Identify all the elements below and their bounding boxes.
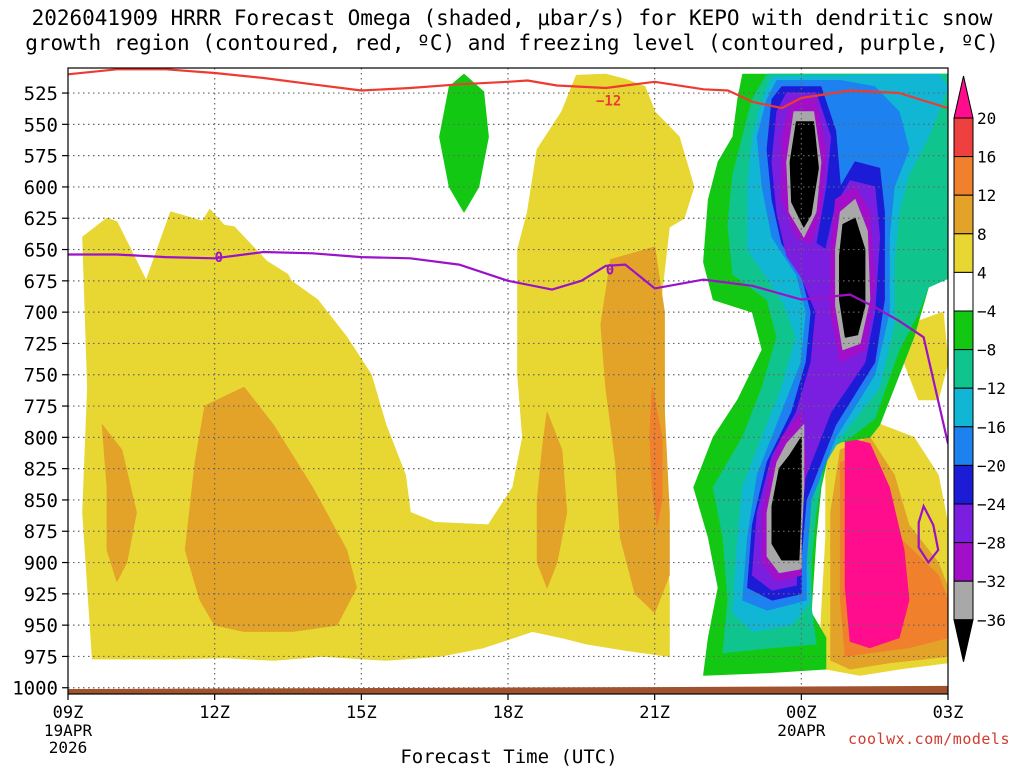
y-tick-label-950: 950 [24,615,58,637]
colorbar-arrow-bottom [953,619,974,662]
colorbar-segment-7 [953,349,974,389]
colorbar-arrow-top [953,75,974,119]
freezing-level-label-2: 0 [606,263,614,279]
y-tick-label-750: 750 [24,365,58,387]
colorbar-label-10: −24 [977,495,1006,514]
omega-region-3 [184,386,357,632]
colorbar-label-3: 8 [977,225,987,244]
y-tick-label-700: 700 [24,302,58,324]
x-axis-label: Forecast Time (UTC) [400,746,617,768]
colorbar-label-5: −4 [977,302,996,321]
credit-text: coolwx.com/models [847,730,1010,748]
y-tick-label-875: 875 [24,521,58,543]
freezing-level-line [68,250,948,444]
colorbar-segment-5 [953,271,974,312]
y-tick-label-900: 900 [24,553,58,575]
colorbar-segment-4 [953,233,974,273]
chart-title-line-1: 2026041909 HRRR Forecast Omega (shaded, … [31,6,993,30]
colorbar-segment-9 [953,426,974,466]
y-tick-label-925: 925 [24,584,58,606]
colorbar-label-11: −28 [977,534,1006,553]
x-tick-label-00Z: 00Z [786,703,817,723]
freezing-level-label-1: 0 [215,250,223,266]
colorbar-segment-3 [953,194,974,235]
y-tick-label-800: 800 [24,427,58,449]
y-tick-label-675: 675 [24,271,58,293]
omega-region-25 [789,121,819,228]
colorbar-label-1: 16 [977,148,996,167]
omega-region-26 [839,217,866,338]
colorbar-label-6: −8 [977,341,996,360]
colorbar-label-0: 20 [977,109,996,128]
x-tick-year-09Z: 2026 [49,738,88,757]
colorbar-label-12: −32 [977,572,1006,591]
ground-layer [68,685,948,694]
x-tick-label-18Z: 18Z [493,703,524,723]
omega-region-5 [536,411,568,589]
colorbar-legend: 20 16 12 8 4 −4 −8 −12 −16 −20 −24 −28 −32 −36 [953,75,1006,662]
chart-title-line-2: growth region (contoured, red, ºC) and f… [25,31,999,55]
dgz-contour-line [68,68,948,110]
omega-region-27 [771,436,802,561]
colorbar-label-4: 4 [977,263,987,282]
x-tick-date-09Z: 19APR [44,721,93,740]
y-tick-label-725: 725 [24,333,58,355]
plot-area: −12 0 0 [67,67,949,695]
colorbar-label-2: 12 [977,186,996,205]
y-tick-label-525: 525 [24,83,58,105]
colorbar-segment-6 [953,310,974,351]
omega-shading-layer [82,73,948,676]
colorbar-segment-13 [953,580,974,621]
x-tick-label-15Z: 15Z [346,703,377,723]
y-tick-label-825: 825 [24,459,58,481]
colorbar-label-8: −16 [977,418,1006,437]
x-tick-label-12Z: 12Z [199,703,230,723]
omega-region-2 [101,424,137,582]
colorbar-segment-12 [953,542,974,582]
colorbar-label-9: −20 [977,456,1006,475]
y-tick-label-600: 600 [24,177,58,199]
omega-region-6 [649,386,663,526]
y-tick-label-575: 575 [24,146,58,168]
contour-layer: −12 0 0 [68,68,948,565]
y-axis: 525 550 575 600 625 650 675 700 725 750 775 800 825 8… [12,83,68,700]
chart-title: 2026041909 HRRR Forecast Omega (shaded, … [0,6,1024,56]
x-tick-label-09Z: 09Z [53,703,84,723]
colorbar-segment-10 [953,464,974,505]
x-tick-label-21Z: 21Z [639,703,670,723]
colorbar-segment-8 [953,387,974,428]
y-tick-label-625: 625 [24,208,58,230]
y-tick-label-550: 550 [24,114,58,136]
omega-region-10 [844,436,910,649]
y-tick-label-650: 650 [24,240,58,262]
colorbar-label-13: −36 [977,611,1006,630]
x-tick-date-00Z: 20APR [777,721,826,740]
y-tick-label-775: 775 [24,396,58,418]
dgz-contour-label: −12 [596,94,621,110]
x-tick-label-03Z: 03Z [933,703,964,723]
colorbar-segment-1 [953,117,974,158]
ground-surface [68,685,948,694]
colorbar-segment-11 [953,503,974,544]
y-tick-label-850: 850 [24,490,58,512]
colorbar-label-7: −12 [977,379,1006,398]
y-tick-label-975: 975 [24,646,58,668]
omega-region-12 [439,73,489,213]
colorbar-segment-2 [953,156,974,196]
freezing-level-loop [917,503,940,565]
y-tick-label-1000: 1000 [12,678,58,700]
